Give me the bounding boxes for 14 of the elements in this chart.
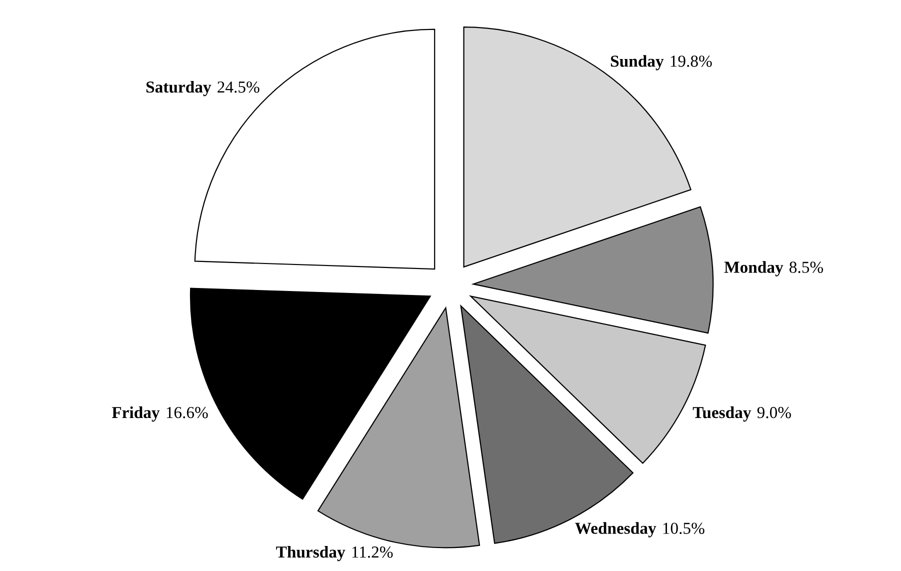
data-label: 11.2% [352, 546, 393, 558]
slice-label: Sunday [610, 55, 664, 70]
slice-label: Saturday [146, 80, 212, 96]
slice-label: Monday [724, 261, 784, 276]
data-label: 19.8% [670, 56, 712, 67]
slice-label: Wednesday [575, 522, 656, 538]
data-label: 8.5% [790, 262, 824, 273]
slice-label: Tuesday [692, 406, 752, 422]
slice-label: Thursday [276, 546, 346, 562]
data-label: 24.5% [218, 81, 260, 93]
data-label: 9.0% [757, 406, 791, 418]
data-label: 10.5% [663, 522, 704, 534]
data-label: 16.6% [166, 406, 208, 418]
slice-label: Friday [112, 406, 160, 422]
